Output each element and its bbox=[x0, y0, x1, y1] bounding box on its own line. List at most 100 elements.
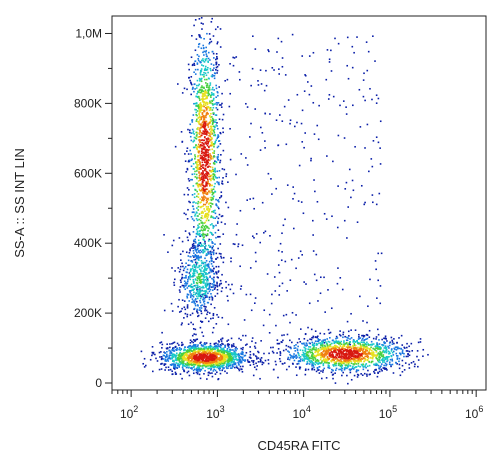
event-point bbox=[175, 357, 177, 360]
event-point bbox=[312, 335, 315, 338]
event-point bbox=[210, 177, 213, 180]
event-point bbox=[348, 361, 351, 364]
event-point bbox=[226, 372, 228, 374]
event-point bbox=[239, 361, 242, 364]
event-point bbox=[216, 102, 219, 104]
event-point bbox=[194, 255, 196, 257]
event-point bbox=[222, 352, 224, 354]
event-point bbox=[261, 363, 264, 366]
event-point bbox=[203, 239, 205, 241]
event-point bbox=[336, 353, 339, 356]
event-point bbox=[195, 354, 198, 357]
event-point bbox=[207, 367, 209, 370]
event-point bbox=[208, 296, 211, 299]
event-point bbox=[257, 84, 260, 86]
event-point bbox=[198, 307, 201, 309]
event-point bbox=[301, 55, 304, 57]
event-point bbox=[319, 338, 321, 341]
event-point bbox=[219, 360, 222, 363]
event-point bbox=[194, 304, 197, 307]
event-point bbox=[197, 167, 200, 170]
event-point bbox=[260, 357, 263, 359]
event-point bbox=[215, 87, 218, 90]
event-point bbox=[198, 359, 201, 361]
event-point bbox=[209, 41, 211, 44]
event-point bbox=[204, 196, 206, 198]
event-point bbox=[208, 33, 211, 35]
event-point bbox=[168, 349, 171, 352]
event-point bbox=[204, 65, 207, 68]
event-point bbox=[279, 352, 282, 354]
event-point bbox=[311, 363, 313, 365]
event-point bbox=[334, 341, 337, 344]
event-point bbox=[181, 307, 183, 310]
event-point bbox=[259, 149, 262, 151]
event-point bbox=[213, 288, 216, 290]
event-point bbox=[207, 347, 210, 350]
event-point bbox=[214, 355, 217, 358]
event-point bbox=[195, 264, 198, 267]
event-point bbox=[343, 358, 345, 361]
event-point bbox=[383, 364, 385, 367]
event-point bbox=[310, 359, 312, 362]
event-point bbox=[215, 364, 217, 366]
event-point bbox=[211, 359, 213, 361]
event-point bbox=[186, 271, 188, 274]
event-point bbox=[410, 362, 413, 364]
event-point bbox=[290, 356, 292, 359]
event-point bbox=[196, 159, 199, 161]
event-point bbox=[308, 342, 311, 344]
event-point bbox=[192, 372, 195, 375]
event-point bbox=[180, 259, 182, 261]
event-point bbox=[229, 355, 232, 358]
event-point bbox=[207, 190, 210, 193]
event-point bbox=[364, 147, 366, 149]
event-point bbox=[239, 288, 242, 290]
event-point bbox=[192, 130, 195, 133]
event-point bbox=[383, 351, 386, 354]
event-point bbox=[210, 364, 213, 366]
event-point bbox=[189, 201, 191, 204]
event-point bbox=[366, 123, 369, 126]
event-point bbox=[268, 332, 271, 334]
event-point bbox=[344, 343, 347, 345]
event-point bbox=[215, 68, 217, 71]
event-point bbox=[230, 352, 233, 354]
event-point bbox=[199, 130, 202, 132]
event-point bbox=[242, 365, 244, 368]
event-point bbox=[205, 155, 207, 158]
event-point bbox=[208, 287, 211, 289]
event-point bbox=[209, 269, 212, 271]
event-point bbox=[317, 338, 320, 340]
event-point bbox=[362, 335, 365, 338]
event-point bbox=[337, 42, 340, 45]
event-point bbox=[201, 112, 204, 115]
event-point bbox=[341, 357, 343, 360]
event-point bbox=[201, 304, 203, 306]
event-point bbox=[212, 251, 215, 254]
event-point bbox=[273, 276, 276, 278]
event-point bbox=[171, 370, 173, 373]
event-point bbox=[207, 113, 209, 115]
event-point bbox=[191, 289, 193, 291]
event-point bbox=[200, 68, 203, 70]
event-point bbox=[304, 357, 307, 360]
event-point bbox=[339, 348, 341, 351]
event-point bbox=[196, 297, 199, 300]
event-point bbox=[352, 348, 355, 350]
event-point bbox=[296, 356, 298, 358]
event-point bbox=[195, 111, 198, 114]
event-point bbox=[220, 360, 223, 363]
event-point bbox=[213, 355, 216, 357]
event-point bbox=[209, 276, 211, 279]
event-point bbox=[205, 347, 208, 349]
event-point bbox=[342, 350, 345, 352]
event-point bbox=[213, 174, 216, 177]
event-point bbox=[204, 290, 207, 292]
event-point bbox=[374, 345, 377, 348]
event-point bbox=[313, 348, 315, 351]
event-point bbox=[192, 132, 194, 134]
event-point bbox=[204, 106, 207, 109]
event-point bbox=[198, 348, 201, 351]
event-point bbox=[202, 166, 204, 169]
